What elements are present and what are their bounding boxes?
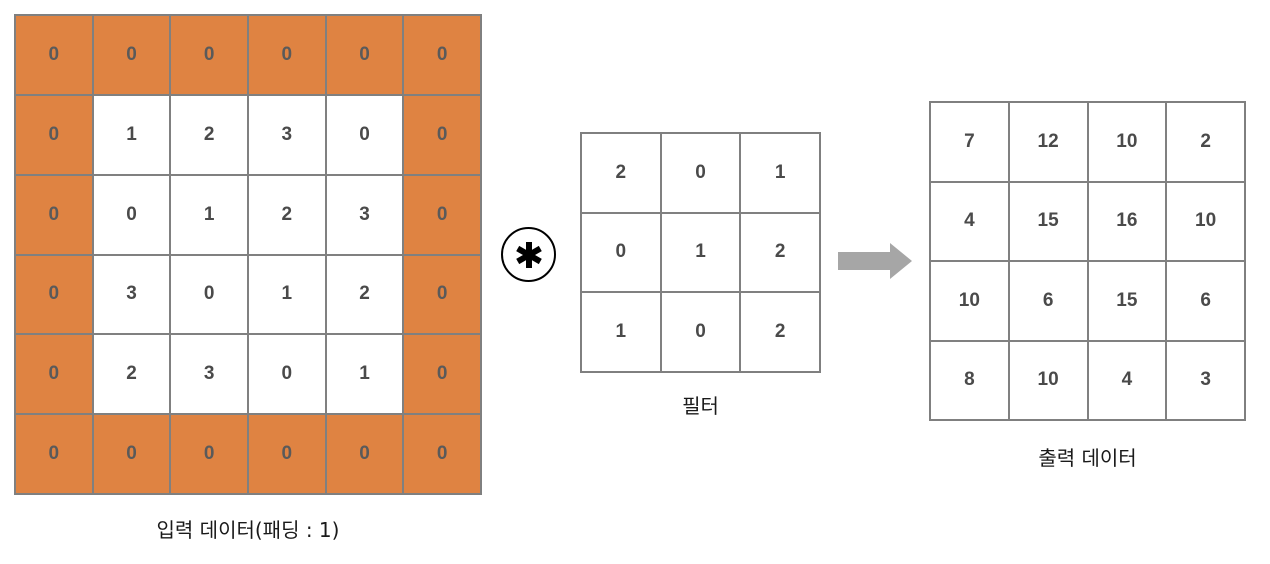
input-cell: 3 [170,334,248,415]
filter-cell: 1 [660,212,741,293]
input-padding-cell: 0 [15,15,93,95]
input-data-caption: 입력 데이터(패딩 : 1) [156,518,340,542]
input-padding-cell: 0 [92,414,171,494]
input-cell: 2 [247,174,326,255]
input-cell: 1 [325,334,404,415]
input-cell: 0 [325,94,404,175]
output-cell: 7 [930,102,1009,182]
input-padding-cell: 0 [325,414,404,494]
filter-cell: 0 [581,212,661,293]
filter-cell: 0 [660,292,741,372]
input-cell: 0 [170,254,248,335]
filter-cell: 1 [740,133,820,213]
convolution-asterisk-icon [501,227,556,282]
input-padding-cell: 0 [15,94,93,175]
input-cell: 2 [92,334,171,415]
input-padding-cell: 0 [403,94,481,175]
filter-cell: 2 [740,292,820,372]
output-cell: 12 [1008,102,1088,182]
input-padding-cell: 0 [403,334,481,415]
output-cell: 10 [1166,181,1245,261]
input-padding-cell: 0 [170,15,248,95]
asterisk-glyph-icon [515,241,542,268]
output-cell: 6 [1166,261,1245,341]
input-cell: 1 [92,94,171,175]
input-padding-cell: 0 [15,414,93,494]
output-data-caption: 출력 데이터 [1038,446,1137,470]
input-padding-cell: 0 [325,15,404,95]
filter-cell: 1 [581,292,661,372]
filter-caption: 필터 [682,394,719,418]
output-cell: 4 [1087,340,1167,420]
output-cell: 10 [1087,102,1167,182]
output-cell: 4 [930,181,1009,261]
input-padding-cell: 0 [15,254,93,335]
filter-cell: 2 [581,133,661,213]
input-cell: 1 [170,174,248,255]
output-cell: 10 [1008,340,1088,420]
output-cell: 6 [1008,261,1088,341]
input-padding-cell: 0 [403,254,481,335]
filter-cell: 0 [660,133,741,213]
input-cell: 0 [247,334,326,415]
right-arrow-icon [838,243,912,279]
input-cell: 3 [247,94,326,175]
input-cell: 3 [92,254,171,335]
input-cell: 2 [325,254,404,335]
input-padding-cell: 0 [403,174,481,255]
input-padding-cell: 0 [403,414,481,494]
output-cell: 15 [1008,181,1088,261]
output-cell: 8 [930,340,1009,420]
output-cell: 10 [930,261,1009,341]
output-cell: 2 [1166,102,1245,182]
input-padding-cell: 0 [247,414,326,494]
output-data-grid: 7 12 10 2 4 15 16 10 10 6 15 6 8 10 4 3 [929,101,1246,421]
input-padding-cell: 0 [92,15,171,95]
input-cell: 2 [170,94,248,175]
input-cell: 3 [325,174,404,255]
input-padding-cell: 0 [15,334,93,415]
output-cell: 3 [1166,340,1245,420]
input-padding-cell: 0 [247,15,326,95]
input-padding-cell: 0 [170,414,248,494]
output-cell: 15 [1087,261,1167,341]
output-cell: 16 [1087,181,1167,261]
input-padding-cell: 0 [403,15,481,95]
input-cell: 1 [247,254,326,335]
input-padding-cell: 0 [15,174,93,255]
filter-cell: 2 [740,212,820,293]
input-cell: 0 [92,174,171,255]
